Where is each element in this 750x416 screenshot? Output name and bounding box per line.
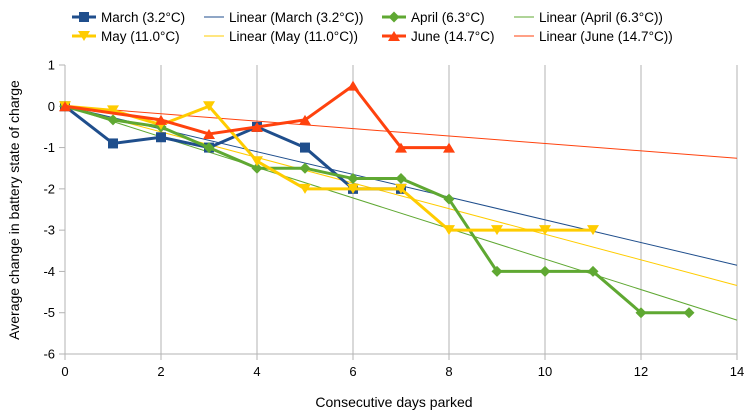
series-2 (59, 101, 599, 236)
x-tick-label: 0 (61, 364, 68, 379)
x-tick-label: 8 (445, 364, 452, 379)
legend-item: May (11.0°C) (72, 29, 180, 44)
data-point (347, 183, 359, 194)
data-point (683, 307, 695, 319)
data-series (59, 80, 695, 319)
data-point (251, 156, 263, 167)
legend: March (3.2°C) Linear (March (3.2°C)) April… (72, 10, 673, 44)
data-point (299, 183, 311, 194)
data-point (443, 225, 455, 236)
grid (59, 64, 738, 360)
legend-item: March (3.2°C) (72, 10, 185, 25)
data-point (107, 114, 119, 126)
legend-item: Linear (June (14.7°C)) (514, 29, 673, 44)
data-point (299, 162, 311, 174)
series-line (64, 104, 593, 232)
data-point (491, 225, 503, 236)
data-point (635, 307, 647, 319)
legend-item: June (14.7°C) (382, 29, 494, 44)
legend-label: May (11.0°C) (101, 29, 180, 44)
y-tick-label: 0 (48, 99, 55, 114)
legend-label: March (3.2°C) (101, 10, 185, 25)
x-tick-label: 4 (253, 364, 260, 379)
y-tick-label: -5 (43, 305, 55, 320)
series-line (64, 104, 689, 315)
data-point (251, 121, 263, 132)
legend-label: Linear (May (11.0°C)) (229, 29, 358, 44)
data-point (587, 225, 599, 236)
y-axis-title: Average change in battery state of charg… (6, 80, 22, 340)
y-tick-label: 1 (48, 58, 55, 73)
data-point (108, 138, 118, 149)
y-tick-label: -3 (43, 223, 55, 238)
legend-item: Linear (May (11.0°C)) (204, 29, 358, 44)
y-tick-label: -2 (43, 181, 55, 196)
data-point (107, 105, 119, 116)
data-point (539, 265, 551, 277)
y-tick-label: -4 (43, 264, 55, 279)
data-point (59, 101, 71, 112)
data-point (395, 142, 407, 153)
legend-marker (79, 12, 89, 22)
series-line (64, 84, 449, 150)
series-3 (59, 80, 455, 153)
x-tick-label: 2 (157, 364, 164, 379)
data-point (347, 80, 359, 91)
legend-marker (388, 31, 400, 41)
trendline-2 (64, 105, 738, 286)
trendline-3 (64, 105, 738, 159)
data-point (156, 132, 166, 143)
legend-item: April (6.3°C) (382, 10, 485, 25)
data-point (203, 101, 215, 112)
x-tick-label: 14 (730, 364, 744, 379)
data-point (251, 162, 263, 174)
x-tick-label: 12 (634, 364, 648, 379)
data-point (443, 142, 455, 153)
y-tick-label: -1 (43, 140, 55, 155)
legend-marker (78, 31, 90, 41)
data-point (203, 142, 215, 154)
data-point (587, 265, 599, 277)
x-axis-title: Consecutive days parked (315, 394, 472, 410)
data-point (299, 114, 311, 125)
x-tick-label: 6 (349, 364, 356, 379)
series-1 (59, 100, 695, 319)
legend-marker (388, 11, 400, 23)
legend-item: Linear (April (6.3°C)) (514, 10, 663, 25)
x-tick-label: 10 (538, 364, 552, 379)
legend-label: June (14.7°C) (411, 29, 494, 44)
data-point (539, 225, 551, 236)
data-point (155, 114, 167, 125)
data-point (443, 193, 455, 205)
legend-item: Linear (March (3.2°C)) (204, 10, 363, 25)
data-point (347, 173, 359, 185)
data-point (203, 128, 215, 139)
y-tick-label: -6 (43, 347, 55, 362)
series-line (64, 105, 401, 191)
data-point (300, 142, 310, 153)
legend-label: April (6.3°C) (411, 10, 485, 25)
legend-label: Linear (June (14.7°C)) (539, 29, 673, 44)
data-point (395, 183, 407, 194)
legend-label: Linear (April (6.3°C)) (539, 10, 663, 25)
legend-label: Linear (March (3.2°C)) (229, 10, 363, 25)
data-point (491, 265, 503, 277)
data-point (395, 173, 407, 185)
